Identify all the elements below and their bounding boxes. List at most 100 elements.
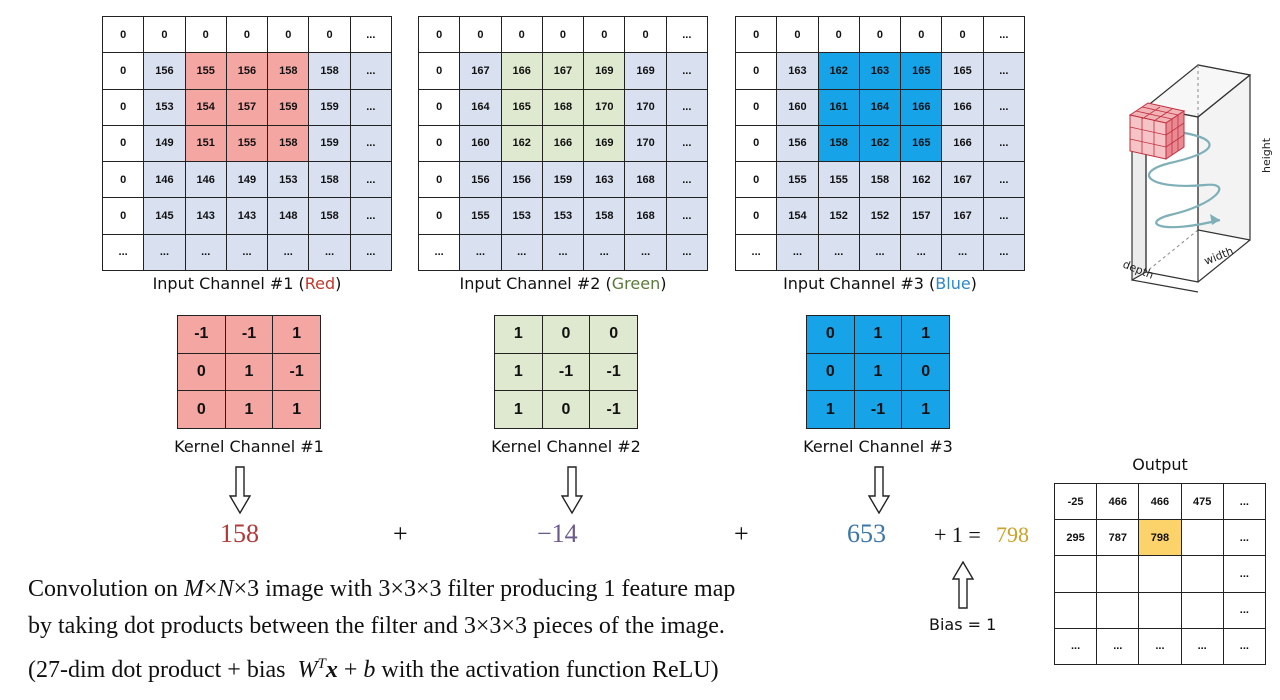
input-cell: 166 [941, 88, 984, 126]
input-cell: ... [900, 233, 943, 272]
input-cell: 151 [184, 124, 227, 163]
input-cell: 0 [417, 124, 461, 163]
kernel-cell: 1 [224, 390, 274, 429]
input-cell: 165 [900, 124, 943, 163]
input-cell: ... [459, 233, 502, 272]
input-cell: 0 [734, 15, 778, 54]
output-cell: ... [1222, 482, 1267, 521]
input-cell: 169 [583, 52, 626, 90]
input-cell: 169 [583, 124, 626, 163]
input-cell: 146 [184, 161, 227, 199]
kernel-cell: -1 [224, 315, 274, 354]
plus-sign-2: + [734, 519, 749, 548]
input-cell: 152 [817, 197, 860, 235]
output-cell [1053, 555, 1098, 593]
input-cell: ... [349, 88, 393, 126]
input-cell: ... [267, 233, 310, 272]
caption-line-1-end: ×3 image with 3×3×3 filter producing 1 f… [233, 576, 736, 602]
input-cell: 149 [225, 161, 269, 199]
input-cell: 0 [143, 15, 186, 54]
output-cell [1138, 555, 1182, 593]
input-cell: ... [624, 233, 667, 272]
caption-line-3: (27-dim dot product + bias WTx + b with … [28, 645, 719, 689]
caption-line-3-start: (27-dim dot product + bias [28, 657, 286, 683]
cube-width-label: width [1202, 244, 1235, 267]
input-cell: 0 [417, 15, 461, 54]
input-cell: ... [982, 52, 1026, 90]
plus-sign-1: + [393, 519, 408, 548]
input-cell: ... [349, 161, 393, 199]
caption-m: M [184, 576, 205, 602]
input-cell: 154 [776, 197, 819, 235]
input-cell: 0 [101, 197, 145, 235]
input-cell: 161 [817, 88, 860, 126]
input-cell: ... [665, 52, 709, 90]
input-cell: 155 [776, 161, 819, 199]
input-cell: 168 [624, 197, 667, 235]
input-cell: 155 [459, 197, 502, 235]
input-cell: 165 [941, 52, 984, 90]
input-cell: 148 [267, 197, 310, 235]
kernel-cell: 1 [901, 390, 950, 429]
kernel-cell: 1 [853, 352, 903, 392]
input-cell: 167 [941, 197, 984, 235]
input-caption-3-prefix: Input Channel #3 ( [783, 274, 936, 293]
output-cell: ... [1222, 555, 1267, 593]
input-caption-3-suffix: ) [970, 274, 977, 293]
input-cell: 167 [941, 161, 984, 199]
input-cell: 156 [776, 124, 819, 163]
input-grid-3: 0 0 0 0 0 0... 0 163 162 163 165 165... 0 160 161 164 16… [734, 15, 1026, 272]
output-cell [1180, 591, 1224, 629]
input-cell: 157 [225, 88, 269, 126]
input-cell: 158 [267, 52, 310, 90]
input-cell: 0 [776, 15, 819, 54]
down-arrow-icon [868, 466, 890, 514]
input-cell: 0 [417, 52, 461, 90]
input-cell: 0 [101, 15, 145, 54]
input-cell: ... [500, 233, 543, 272]
output-cell [1096, 591, 1140, 629]
input-cell: 158 [308, 52, 351, 90]
input-caption-1: Input Channel #1 (Red) [102, 274, 392, 293]
input-cell: 0 [184, 15, 227, 54]
input-cell: 0 [459, 15, 502, 54]
kernel-cell: 0 [177, 352, 226, 392]
input-cell: 156 [459, 161, 502, 199]
input-cell: ... [817, 233, 860, 272]
kernel-grid-3: 0 1 1 0 1 0 1 -1 1 [806, 315, 950, 429]
input-caption-2-prefix: Input Channel #2 ( [459, 274, 612, 293]
input-caption-2: Input Channel #2 (Green) [418, 274, 708, 293]
kernel-cell: 1 [272, 390, 321, 429]
kernel-grid-1: -1 -1 1 0 1 -1 0 1 1 [177, 315, 321, 429]
kernel-cell: -1 [853, 390, 903, 429]
input-caption-1-prefix: Input Channel #1 ( [152, 274, 305, 293]
input-cell: 159 [308, 124, 351, 163]
output-title: Output [1132, 455, 1188, 474]
kernel-cell: -1 [272, 352, 321, 392]
output-cell [1180, 555, 1224, 593]
output-cell: ... [1096, 627, 1140, 666]
input-cell: 0 [417, 88, 461, 126]
input-cell: ... [665, 88, 709, 126]
kernel-cell: 0 [177, 390, 226, 429]
input-cell: 166 [500, 52, 543, 90]
kernel-cell: 0 [806, 352, 855, 392]
input-cell: 166 [541, 124, 585, 163]
input-cell: ... [665, 124, 709, 163]
caption-plus: + [337, 657, 364, 683]
input-cell: 145 [143, 197, 186, 235]
input-cell: ... [417, 233, 461, 272]
caption-n: N [217, 576, 234, 602]
input-cell: 158 [308, 161, 351, 199]
bias-expression: + 1 = [934, 522, 981, 547]
input-cell: 0 [734, 88, 778, 126]
input-table-2: 0 0 0 0 0 0... 0 167 166 167 169 169... 0 164 165 168 17… [417, 15, 709, 272]
input-cell: 158 [858, 161, 902, 199]
input-cell: 159 [541, 161, 585, 199]
input-cell: 165 [500, 88, 543, 126]
input-cell: 155 [184, 52, 227, 90]
input-cell: 159 [308, 88, 351, 126]
input-cell: 169 [624, 52, 667, 90]
result-channel-1: 158 [220, 519, 259, 548]
input-cell: ... [225, 233, 269, 272]
